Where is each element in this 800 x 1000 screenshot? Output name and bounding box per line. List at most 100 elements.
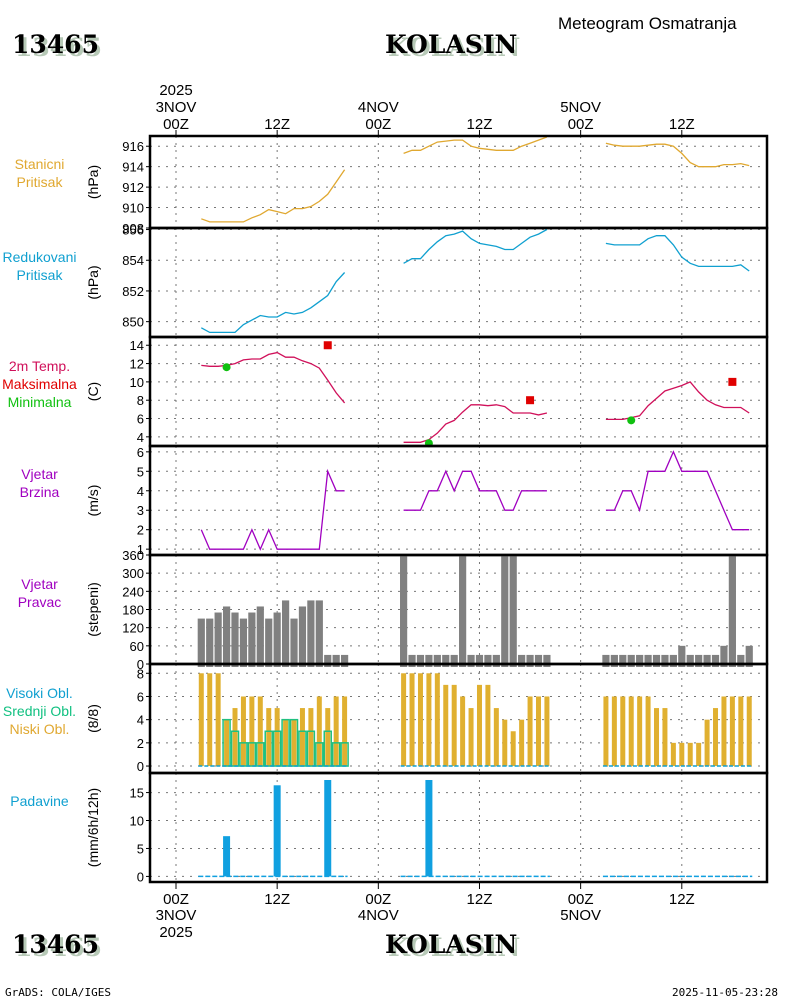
- low-cloud-bar: [240, 696, 246, 767]
- station-name: KOLASIN: [385, 30, 518, 59]
- low-cloud-bar: [729, 696, 735, 767]
- y-tick-label: 910: [122, 201, 144, 216]
- y-tick-label: 2: [137, 736, 144, 751]
- series-line: [201, 169, 346, 223]
- x-tick-label-top: 12Z: [669, 116, 695, 133]
- y-tick-label: 240: [122, 584, 144, 599]
- x-tick-label-bottom: 00Z: [163, 891, 189, 908]
- low-cloud-bar: [249, 696, 255, 767]
- label-line: Srednji Obl.: [2, 703, 77, 719]
- label-line: Vjetar: [21, 466, 58, 482]
- low-cloud-bar: [476, 684, 482, 767]
- low-cloud-bar: [224, 719, 230, 767]
- panel-frame: [148, 771, 769, 884]
- low-cloud-bar: [342, 696, 348, 767]
- wind-direction-bar: [273, 612, 281, 667]
- y-tick-label: 852: [122, 284, 144, 299]
- low-cloud-bar: [316, 696, 322, 767]
- series-line: [200, 468, 345, 551]
- x-date-label-bottom: 3NOV: [156, 907, 197, 924]
- wind-direction-bar: [222, 606, 231, 667]
- precip-bar: [425, 780, 433, 877]
- y-tick-label: 5: [137, 464, 144, 479]
- low-cloud-bar: [519, 719, 525, 767]
- y-tick-label: 4: [137, 713, 144, 728]
- mid-cloud-bar: [289, 718, 299, 767]
- low-cloud-bar: [232, 708, 238, 767]
- mid-cloud-bar: [331, 742, 341, 767]
- label-line: Redukovani: [2, 249, 77, 265]
- wind-direction-bar: [467, 654, 475, 667]
- y-tick-label: 14: [130, 338, 144, 353]
- low-cloud-bar: [679, 742, 685, 767]
- wind-direction-bar: [526, 654, 534, 667]
- low-cloud-bar: [266, 708, 272, 767]
- y-tick-label: 0: [137, 869, 144, 884]
- wind-direction-bar: [484, 654, 492, 667]
- y-tick-label: 12: [130, 357, 144, 372]
- y-tick-label: 8: [137, 393, 144, 408]
- x-tick-label-top: 12Z: [467, 116, 493, 133]
- low-cloud-bar: [527, 696, 533, 767]
- station-id: 13465: [12, 30, 99, 59]
- low-cloud-bar: [696, 742, 702, 767]
- wind-direction-bar: [669, 654, 677, 667]
- wind-direction-bar: [678, 645, 686, 667]
- wind-direction-bar: [703, 654, 711, 667]
- wind-direction-bar: [534, 654, 543, 667]
- x-tick-label-bottom: 00Z: [568, 891, 594, 908]
- y-tick-label: 10: [130, 814, 144, 829]
- precip-bar: [273, 785, 281, 877]
- y-tick-label: 3: [137, 503, 144, 518]
- label-line: Minimalna: [7, 394, 72, 410]
- wind-direction-bar: [290, 618, 298, 667]
- series-line: [201, 351, 346, 404]
- low-cloud-bar: [620, 696, 626, 767]
- max-temp-marker: [728, 377, 737, 386]
- low-cloud-bar: [687, 742, 693, 767]
- wind-direction-bar: [695, 654, 703, 667]
- low-cloud-bar: [451, 684, 457, 767]
- panel-label-padavine: Padavine: [0, 792, 87, 810]
- low-cloud-bar: [434, 673, 440, 767]
- series-line: [403, 228, 548, 264]
- wind-direction-bar: [307, 600, 315, 667]
- x-date-label-top: 5NOV: [560, 99, 601, 116]
- wind-direction-bar: [231, 612, 239, 667]
- x-tick-label-bottom: 00Z: [365, 891, 391, 908]
- low-cloud-bar: [738, 696, 744, 767]
- x-tick-label-bottom: 12Z: [264, 891, 290, 908]
- low-cloud-bar: [257, 696, 263, 767]
- wind-direction-bar: [442, 654, 450, 667]
- low-cloud-bar: [460, 696, 466, 767]
- y-tick-label: 914: [122, 160, 144, 175]
- wind-direction-bar: [661, 654, 669, 667]
- y-tick-label: 15: [130, 786, 144, 801]
- wind-direction-bar: [636, 654, 644, 667]
- wind-direction-bar: [711, 654, 720, 667]
- wind-direction-bar: [475, 654, 484, 667]
- unit-label: (8/8): [85, 704, 101, 733]
- mid-cloud-bar: [222, 718, 231, 767]
- y-tick-label: 0: [137, 759, 144, 774]
- y-tick-label: 4: [137, 484, 144, 499]
- low-cloud-bar: [637, 696, 643, 767]
- wind-direction-bar: [332, 654, 340, 667]
- label-line: Niski Obl.: [9, 721, 70, 737]
- y-tick-label: 4: [137, 430, 144, 445]
- low-cloud-bar: [198, 673, 204, 767]
- wind-direction-bar: [686, 654, 694, 667]
- footer-software: GrADS: COLA/IGES: [5, 986, 111, 999]
- y-tick-label: 2: [137, 523, 144, 538]
- label-line: Pravac: [17, 594, 62, 610]
- y-tick-label: 908: [122, 221, 144, 236]
- y-tick-label: 360: [122, 548, 144, 563]
- label-line: Pritisak: [16, 174, 63, 190]
- panel-frame: [148, 444, 769, 557]
- y-tick-label: 0: [137, 657, 144, 672]
- x-tick-label-top: 00Z: [568, 116, 594, 133]
- wind-direction-bar: [341, 654, 349, 667]
- series-line: [605, 142, 750, 168]
- wind-direction-bar: [206, 618, 214, 667]
